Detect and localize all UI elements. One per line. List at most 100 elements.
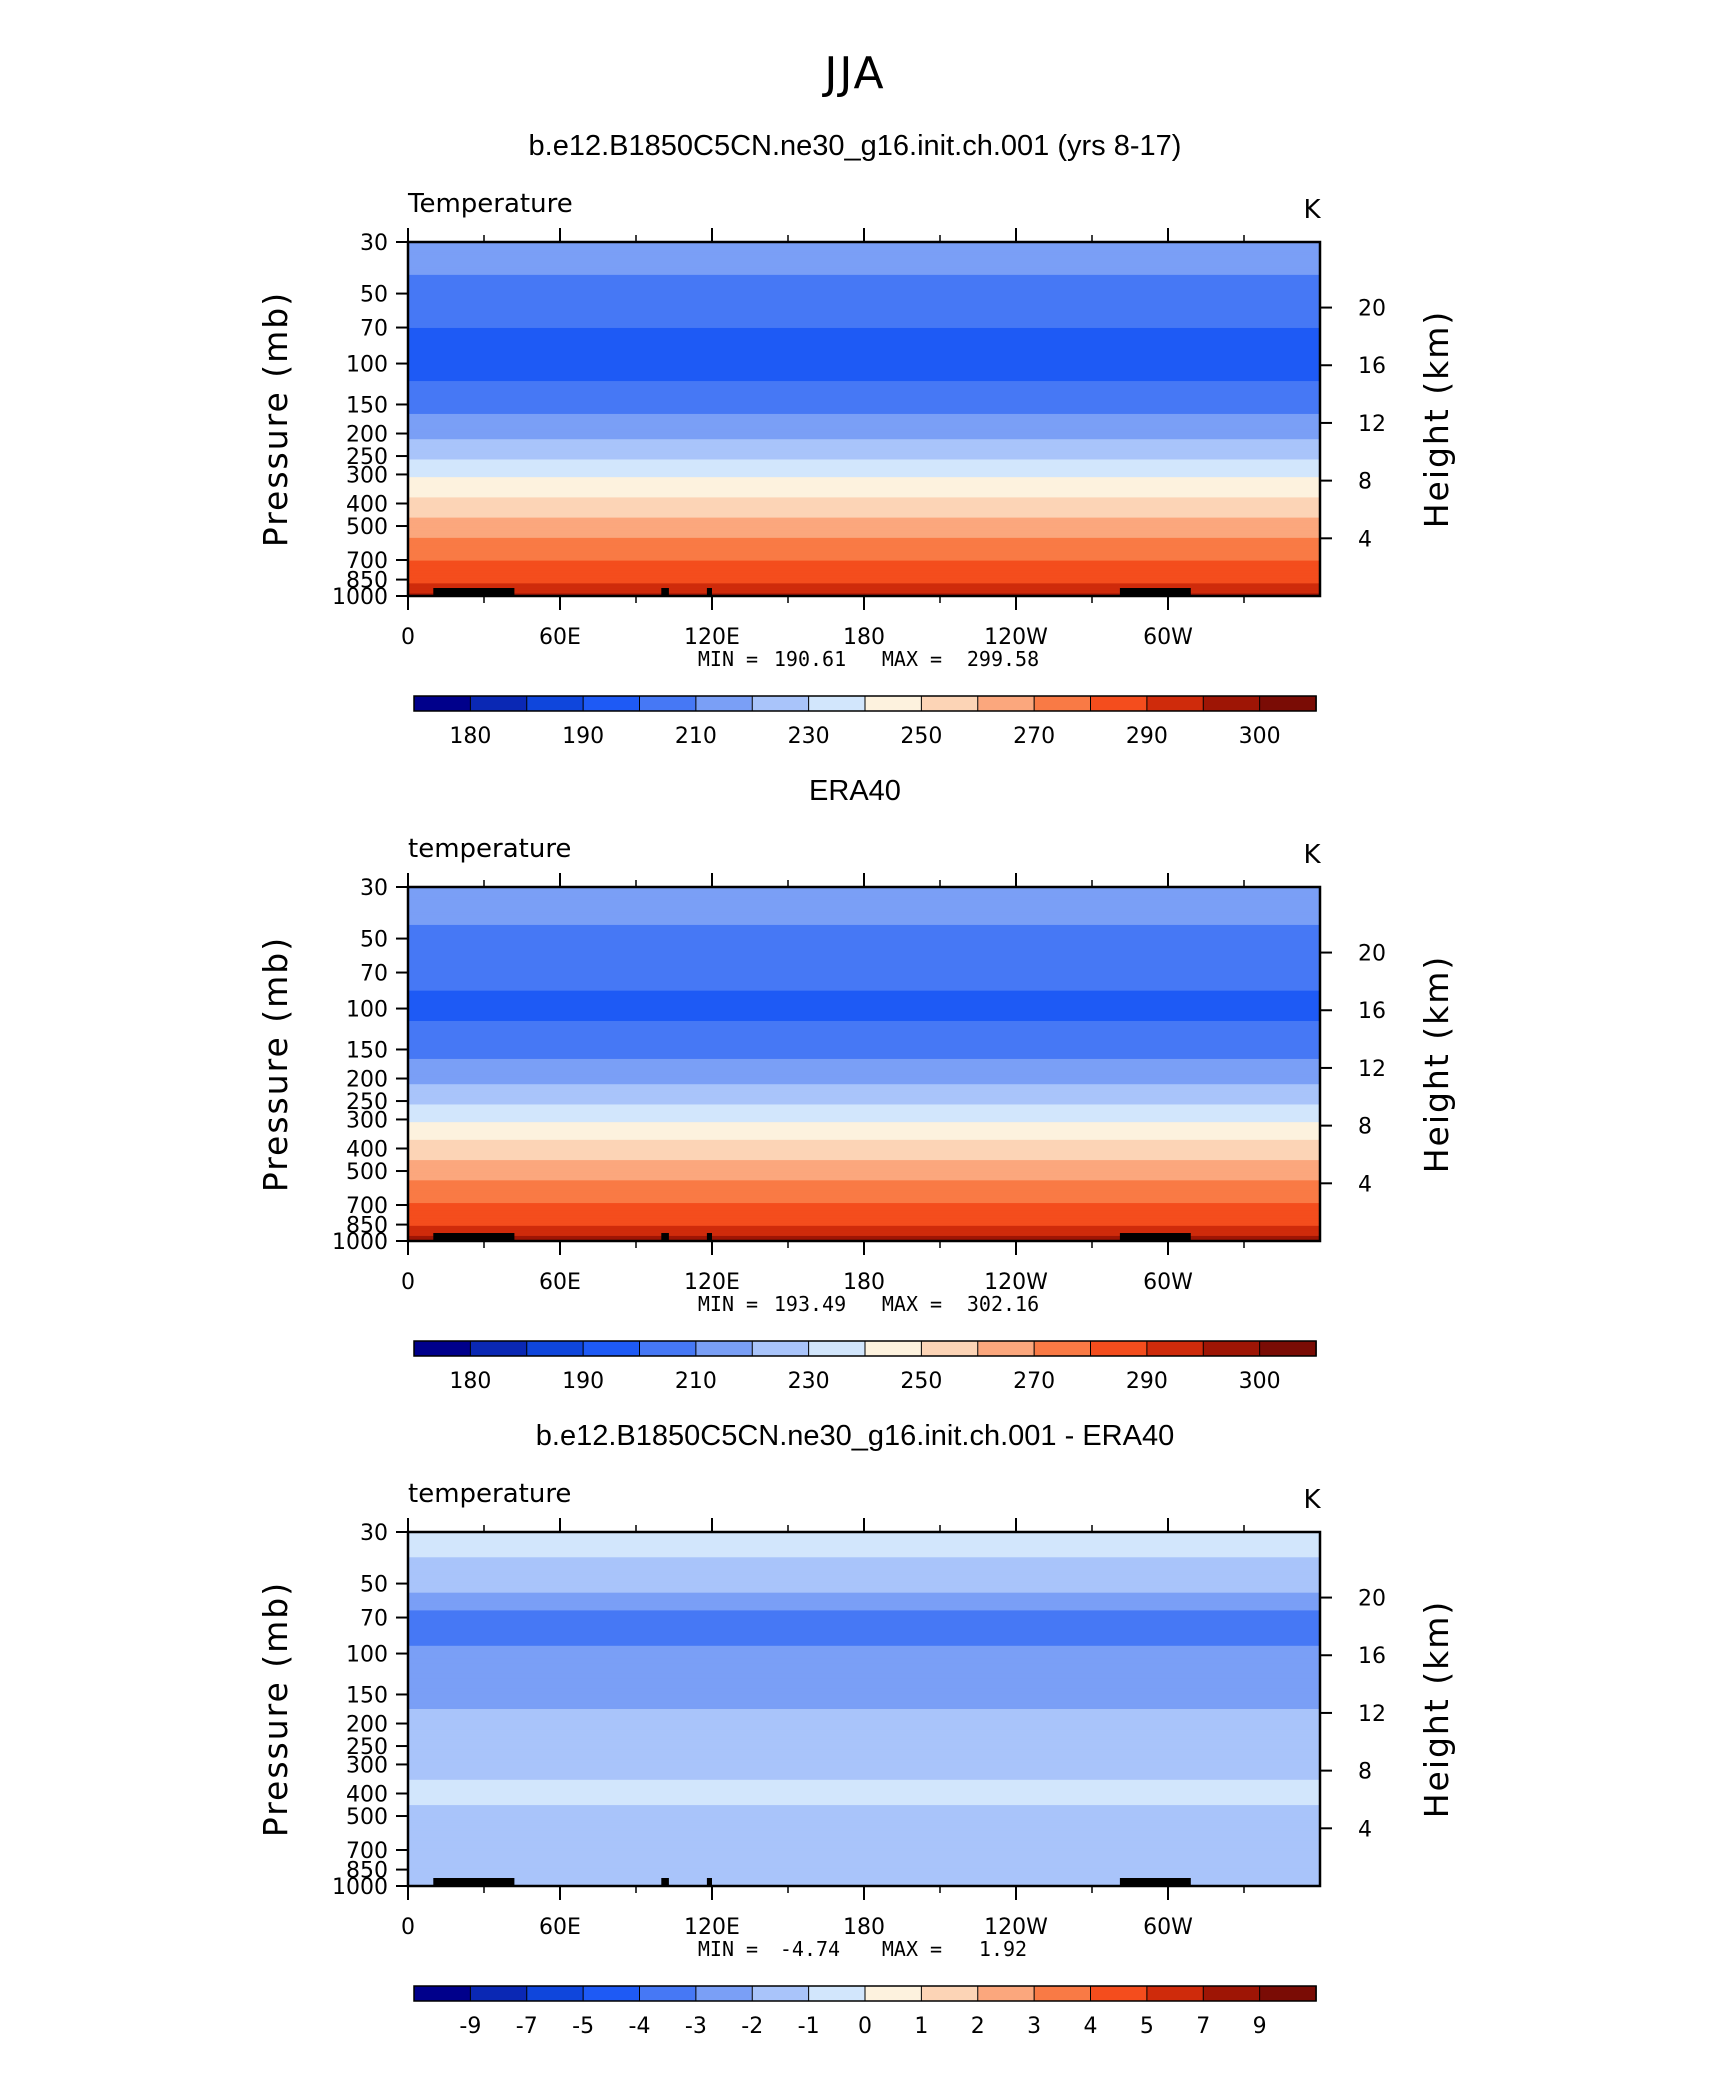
contour-band — [408, 302, 1320, 306]
height-tick-label: 8 — [1358, 470, 1372, 495]
contour-band — [408, 1180, 1320, 1184]
pressure-tick-label: 100 — [346, 353, 388, 378]
contour-band — [408, 360, 1320, 364]
contour-band — [408, 504, 1320, 509]
contour-band — [408, 413, 1320, 418]
longitude-tick-label: 0 — [401, 1270, 415, 1295]
panel-title: b.e12.B1850C5CN.ne30_g16.init.ch.001 - E… — [536, 1420, 1174, 1452]
pressure-tick-label: 400 — [346, 492, 388, 517]
contour-band — [408, 1800, 1320, 1804]
contour-band — [408, 315, 1320, 319]
height-axis: 20 16 12 8 4 — [1320, 1587, 1386, 1842]
contour-band — [408, 1757, 1320, 1761]
contour-band — [408, 553, 1320, 557]
height-tick-label: 20 — [1358, 1587, 1386, 1612]
colorbar-frame — [413, 1985, 1317, 2002]
contour-band — [408, 411, 1320, 415]
contour-band — [408, 578, 1320, 582]
colorbar-swatch — [977, 1340, 1035, 1357]
contour-band — [408, 1835, 1320, 1839]
contour-band — [408, 1620, 1320, 1624]
colorbar-swatch — [1202, 1340, 1261, 1357]
contour-band — [408, 1630, 1320, 1634]
colorbar-label: 270 — [1013, 1369, 1055, 1394]
contour-band — [408, 965, 1320, 969]
contour-band — [408, 1782, 1320, 1786]
contour-band — [408, 1645, 1320, 1649]
land-block — [433, 588, 510, 596]
contour-band — [408, 1084, 1320, 1088]
land-block — [661, 1878, 669, 1886]
contour-band — [408, 1693, 1320, 1697]
contour-band — [408, 431, 1320, 435]
contour-band — [408, 1033, 1320, 1037]
contour-band — [408, 1230, 1320, 1235]
contour-band — [408, 477, 1320, 481]
contour-band — [408, 327, 1320, 332]
colorbar-label: -2 — [741, 2014, 763, 2039]
pressure-tick-label: 400 — [346, 1782, 388, 1807]
contour-band — [408, 279, 1320, 284]
colorbar-swatch — [808, 1985, 866, 2002]
colorbar-label: 230 — [788, 1369, 830, 1394]
contour-band — [408, 1805, 1320, 1809]
contour-band — [408, 1784, 1320, 1788]
contour-band — [408, 1005, 1320, 1009]
contour-band — [408, 1587, 1320, 1591]
contour-band — [408, 1729, 1320, 1733]
contour-band — [408, 904, 1320, 908]
contour-band — [408, 343, 1320, 347]
longitude-tick-label: 120E — [684, 1270, 740, 1295]
contour-band — [408, 1623, 1320, 1627]
contour-band — [408, 1703, 1320, 1708]
contour-band — [408, 1046, 1320, 1050]
height-tick-label: 16 — [1358, 354, 1386, 379]
pressure-tick-label: 30 — [360, 1521, 388, 1546]
contour-band — [408, 292, 1320, 296]
contour-band — [408, 565, 1320, 569]
longitude-tick-label: 60W — [1143, 1270, 1193, 1295]
contour-band — [408, 322, 1320, 327]
contour-band — [408, 358, 1320, 362]
contour-band — [408, 290, 1320, 294]
contour-band — [408, 1802, 1320, 1806]
colorbar-label: 290 — [1126, 1369, 1168, 1394]
contour-band — [408, 1648, 1320, 1652]
contour-band — [408, 955, 1320, 959]
contour-band — [408, 507, 1320, 511]
colorbar-swatch — [751, 1985, 810, 2002]
contour-band — [408, 1554, 1320, 1558]
pressure-tick-label: 400 — [346, 1137, 388, 1162]
contour-band — [408, 464, 1320, 468]
colorbar-label: 180 — [449, 1369, 491, 1394]
pressure-axis-title: Pressure (mb) — [256, 1581, 295, 1837]
contour-band — [408, 1096, 1320, 1100]
contour-band — [408, 259, 1320, 263]
contour-band — [408, 909, 1320, 913]
contour-band — [408, 1701, 1320, 1705]
contour-band — [408, 247, 1320, 251]
contour-band — [408, 1678, 1320, 1682]
contour-band — [408, 1567, 1320, 1571]
contour-band — [408, 940, 1320, 944]
longitude-tick-label: 120W — [984, 1915, 1048, 1940]
contour-band — [408, 1547, 1320, 1551]
contour-band — [408, 1117, 1320, 1121]
contour-band — [408, 1590, 1320, 1594]
contour-band — [408, 922, 1320, 926]
pressure-tick-label: 30 — [360, 231, 388, 256]
colorbar-swatch — [1090, 695, 1148, 712]
contour-band — [408, 1089, 1320, 1093]
contour-band — [408, 403, 1320, 407]
pressure-tick-label: 30 — [360, 876, 388, 901]
longitude-tick-label: 180 — [843, 1915, 885, 1940]
contour-band — [408, 1597, 1320, 1601]
colorbar-label: 250 — [900, 724, 942, 749]
contour-band — [408, 542, 1320, 547]
colorbar-swatch — [920, 695, 979, 712]
contour-band — [408, 1820, 1320, 1824]
contour-band — [408, 274, 1320, 278]
contour-band — [408, 1772, 1320, 1776]
contour-band — [408, 1127, 1320, 1131]
contour-band — [408, 1582, 1320, 1586]
